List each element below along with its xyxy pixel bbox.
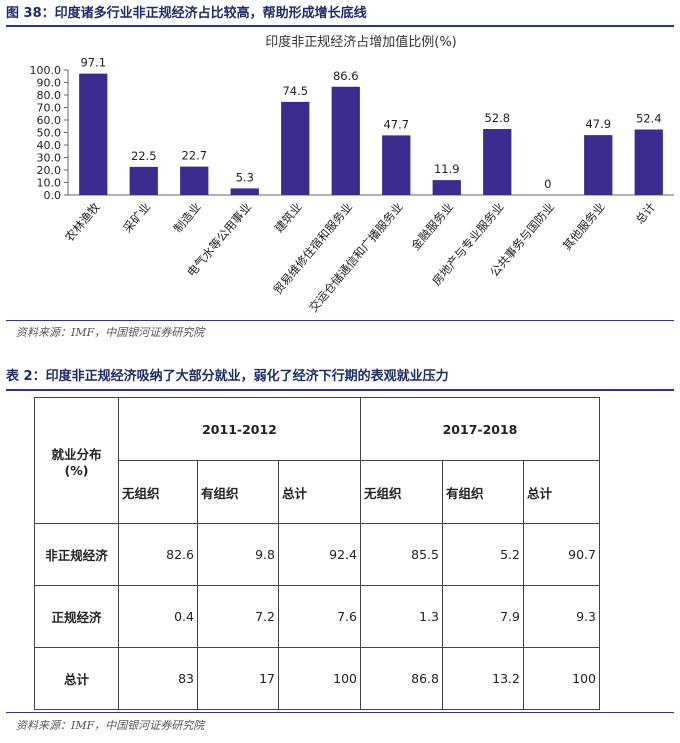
group-header-2011: 2011-2012 <box>118 397 361 461</box>
bar <box>382 135 411 195</box>
y-tick-label: 60.0 <box>37 114 62 127</box>
bar <box>281 101 310 195</box>
employment-table: 就业分布 (%) 2011-2012 2017-2018 无组织 有组织 总计 … <box>34 397 600 710</box>
y-tick-label: 0.0 <box>44 189 62 202</box>
table-cell: 5.2 <box>442 523 524 586</box>
table-corner-cell: 就业分布 (%) <box>34 397 119 524</box>
bar-value-label: 52.4 <box>636 112 662 126</box>
row-label: 总计 <box>34 647 119 710</box>
table-cell: 100 <box>523 647 600 710</box>
corner-label: 就业分布 <box>51 446 102 462</box>
row-label: 正规经济 <box>34 585 119 648</box>
category-label: 采矿业 <box>120 200 153 235</box>
y-tick-label: 90.0 <box>37 77 62 90</box>
bar-value-label: 5.3 <box>236 170 254 184</box>
y-tick-label: 40.0 <box>37 139 62 152</box>
y-tick-label: 80.0 <box>37 89 62 102</box>
y-tick-label: 30.0 <box>37 152 62 165</box>
subheader-cell: 无组织 <box>118 460 198 524</box>
y-tick-label: 50.0 <box>37 127 62 140</box>
subheader-cell: 有组织 <box>197 460 279 524</box>
figure-title-rule <box>6 25 674 27</box>
table-cell: 7.6 <box>278 585 361 648</box>
bar-value-label: 0 <box>544 177 551 191</box>
bar <box>432 180 461 195</box>
table-row: 正规经济 0.4 7.2 7.6 1.3 7.9 9.3 <box>34 585 600 648</box>
bar <box>483 129 512 195</box>
figure-title: 图 38：印度诸多行业非正规经济占比较高，帮助形成增长底线 <box>6 6 367 21</box>
bar <box>634 129 663 195</box>
y-tick-label: 10.0 <box>37 177 62 190</box>
bar-value-label: 22.5 <box>131 149 157 163</box>
chart-container: 印度非正规经济占增加值比例(%) 0.0 10.0 20.0 30.0 40.0 50.0 6… <box>6 30 674 320</box>
table-cell: 100 <box>278 647 361 710</box>
bar-chart: 印度非正规经济占增加值比例(%) 0.010.020.030.040.050.06… <box>30 34 674 315</box>
table-cell: 13.2 <box>442 647 524 710</box>
subheader-cell: 无组织 <box>360 460 443 524</box>
table-cell: 85.5 <box>360 523 443 586</box>
table-cell: 90.7 <box>523 523 600 586</box>
bar <box>129 166 158 195</box>
bar-value-label: 97.1 <box>80 56 106 70</box>
bar-value-label: 52.8 <box>484 111 510 125</box>
category-label: 总计 <box>633 200 659 227</box>
corner-unit: (%) <box>64 462 89 478</box>
subheader-cell: 总计 <box>278 460 361 524</box>
table-cell: 9.3 <box>523 585 600 648</box>
bar-value-label: 86.6 <box>333 69 359 83</box>
category-label: 其他服务业 <box>560 200 608 253</box>
figure-bottom-rule <box>6 320 674 321</box>
subheader-cell: 有组织 <box>442 460 524 524</box>
table-cell: 9.8 <box>197 523 279 586</box>
y-tick-label: 70.0 <box>37 102 62 115</box>
bar <box>79 73 108 195</box>
table-row: 非正规经济 82.6 9.8 92.4 85.5 5.2 90.7 <box>34 523 600 586</box>
bar-value-label: 74.5 <box>282 84 308 98</box>
table-cell: 0.4 <box>118 585 198 648</box>
y-tick-label: 100.0 <box>30 64 62 77</box>
table-cell: 1.3 <box>360 585 443 648</box>
subheader-cell: 总计 <box>523 460 600 524</box>
table-cell: 7.9 <box>442 585 524 648</box>
table-cell: 7.2 <box>197 585 279 648</box>
bar <box>584 135 613 195</box>
figure-source: 资料来源：IMF，中国银河证券研究院 <box>16 326 205 339</box>
category-label: 金融服务业 <box>408 200 456 253</box>
table-cell: 82.6 <box>118 523 198 586</box>
category-label: 制造业 <box>171 200 204 235</box>
category-label: 交运仓储通信和广播服务业 <box>306 200 405 315</box>
table-cell: 17 <box>197 647 279 710</box>
bar <box>331 86 360 195</box>
table-title-rule <box>6 389 674 391</box>
bar-value-label: 47.9 <box>585 117 611 131</box>
bar-value-label: 47.7 <box>383 117 409 131</box>
bar-value-label: 11.9 <box>434 162 460 176</box>
table-title: 表 2：印度非正规经济吸纳了大部分就业，弱化了经济下行期的表观就业压力 <box>6 369 449 384</box>
bar-value-label: 22.7 <box>181 149 207 163</box>
table-cell: 83 <box>118 647 198 710</box>
group-header-2017: 2017-2018 <box>360 397 600 461</box>
table-cell: 86.8 <box>360 647 443 710</box>
category-label: 农林渔牧 <box>62 200 103 245</box>
row-label: 非正规经济 <box>34 523 119 586</box>
bar <box>180 166 209 195</box>
chart-title: 印度非正规经济占增加值比例(%) <box>265 34 457 50</box>
table-cell: 92.4 <box>278 523 361 586</box>
y-tick-label: 20.0 <box>37 164 62 177</box>
table-source: 资料来源：IMF，中国银河证券研究院 <box>16 719 205 732</box>
bar <box>230 188 259 195</box>
table-row: 总计 83 17 100 86.8 13.2 100 <box>34 647 600 710</box>
table-bottom-rule <box>6 712 674 713</box>
category-label: 建筑业 <box>272 200 305 235</box>
